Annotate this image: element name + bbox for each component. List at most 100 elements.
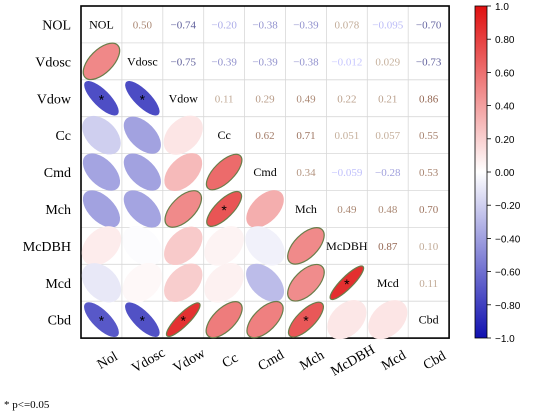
row-label: Cbd <box>48 314 71 329</box>
column-label: Cmd <box>256 348 287 375</box>
coefficient-label: −0.28 <box>375 167 401 179</box>
correlation-ellipse-Cbd-Cc <box>205 301 243 339</box>
correlation-ellipse-Vdow-NOL <box>84 80 119 116</box>
column-label: Vdow <box>171 346 209 377</box>
coefficient-label: −0.095 <box>372 19 403 31</box>
colorbar-tick-label: 0.40 <box>495 102 515 113</box>
coefficient-label: 0.62 <box>255 130 274 142</box>
diagonal-label: McDBH <box>326 239 368 253</box>
diagonal-label: Mcd <box>377 276 399 290</box>
coefficient-label: −0.74 <box>171 19 197 31</box>
coefficient-label: 0.21 <box>378 93 397 105</box>
colorbar-tick-label: 0.00 <box>495 168 515 179</box>
correlation-ellipse-McDBH-Mch <box>287 227 325 265</box>
coefficient-label: −0.39 <box>252 56 278 68</box>
colorbar-tick-label: 0.60 <box>495 68 515 79</box>
coefficient-label: −0.39 <box>293 19 319 31</box>
significance-star: * <box>303 313 309 329</box>
correlation-ellipse-Vdosc-NOL <box>82 42 121 81</box>
coefficient-label: 0.057 <box>375 130 400 142</box>
correlation-ellipse-Mcd-Mch <box>287 263 325 302</box>
correlation-ellipse-Cmd-NOL <box>82 153 121 191</box>
coefficient-label: 0.48 <box>378 204 398 216</box>
significance-star: * <box>99 313 105 329</box>
correlation-ellipse-Cbd-Vdow <box>165 302 201 338</box>
coefficient-label: 0.051 <box>334 130 359 142</box>
correlation-ellipse-McDBH-NOL <box>81 226 122 266</box>
correlation-ellipse-Mcd-Cc <box>204 262 244 303</box>
coefficient-label: 0.22 <box>337 93 356 105</box>
coefficient-label: −0.73 <box>416 56 442 68</box>
coefficient-label: 0.11 <box>215 93 234 105</box>
correlation-ellipse-Cc-Vdow <box>163 115 203 155</box>
significance-star: * <box>99 91 105 107</box>
column-label: Cbd <box>421 349 449 374</box>
coefficient-label: 0.49 <box>337 204 357 216</box>
coefficient-label: −0.059 <box>331 167 362 179</box>
correlation-ellipse-Cbd-Mcd <box>368 300 408 340</box>
coefficient-label: 0.078 <box>334 19 359 31</box>
correlation-ellipse-Mcd-McDBH <box>329 265 365 301</box>
text-layer: NOL 0.50 −0.74 −0.20 −0.38 −0.39 0.078 −0.095 −0… <box>89 17 442 328</box>
coefficient-label: 0.49 <box>296 93 316 105</box>
colorbar-gradient <box>474 5 488 339</box>
matrix-frame <box>80 5 450 339</box>
coefficient-label: 0.10 <box>419 241 439 253</box>
coefficient-label: −0.38 <box>293 56 319 68</box>
colorbar-tick-label: −0.20 <box>495 201 521 212</box>
column-label: Nol <box>95 349 121 373</box>
column-label: Mch <box>297 348 327 374</box>
coefficient-label: −0.012 <box>331 56 362 68</box>
correlation-ellipse-Mcd-Vdosc <box>122 262 163 303</box>
correlation-ellipse-Cbd-Vdosc <box>125 302 160 337</box>
correlation-ellipse-Cbd-Cmd <box>246 300 284 339</box>
significance-star: * <box>140 313 146 329</box>
diagonal-label: Cbd <box>419 313 439 327</box>
correlation-ellipse-Cbd-Mch <box>287 301 324 338</box>
correlation-ellipse-McDBH-Vdow <box>164 226 203 266</box>
significance-footnote: * p<=0.05 <box>4 399 50 411</box>
significance-star: * <box>344 276 350 292</box>
ellipse-layer <box>81 42 408 340</box>
coefficient-label: 0.87 <box>378 241 398 253</box>
correlation-ellipse-Cc-NOL <box>82 115 121 155</box>
row-label: Vdosc <box>35 55 71 70</box>
correlation-ellipse-Mcd-Cmd <box>246 263 285 302</box>
diagonal-label: Cc <box>217 128 230 142</box>
colorbar-tick-label: −0.60 <box>495 268 521 279</box>
column-label: Mcd <box>379 348 409 374</box>
row-label: Vdow <box>37 92 72 107</box>
correlation-ellipse-Cmd-Cc <box>205 153 243 191</box>
coefficient-label: 0.29 <box>255 93 275 105</box>
colorbar-tick-label: −0.40 <box>495 234 521 245</box>
coefficient-label: 0.029 <box>375 56 400 68</box>
coefficient-label: −0.38 <box>252 19 278 31</box>
diagonal-label: Cmd <box>253 165 276 179</box>
correlation-ellipse-Vdow-Vdosc <box>125 81 160 116</box>
correlation-ellipse-Cbd-NOL <box>84 302 119 338</box>
diagonal-label: Vdow <box>169 91 199 105</box>
correlation-ellipse-Mcd-NOL <box>81 263 122 303</box>
column-label: Vdosc <box>129 346 167 377</box>
coefficient-label: 0.86 <box>419 93 439 105</box>
coefficient-label: −0.20 <box>211 19 237 31</box>
correlation-ellipse-Mch-Vdosc <box>123 190 161 228</box>
colorbar-tick-label: 0.20 <box>495 135 515 146</box>
correlation-ellipse-Mcd-Vdow <box>164 263 203 302</box>
colorbar: 1.0 0.80 0.60 0.40 0.20 0.00 −0.20 −0.40 −0.60 −0… <box>474 2 521 345</box>
coefficient-label: 0.34 <box>296 167 316 179</box>
row-label: Mch <box>45 203 71 218</box>
coefficient-label: 0.71 <box>296 130 315 142</box>
coefficient-label: 0.11 <box>419 278 438 290</box>
correlation-ellipse-Cmd-Vdosc <box>123 153 161 191</box>
correlation-ellipse-McDBH-Cmd <box>245 226 285 266</box>
correlation-ellipse-Mch-Cc <box>206 190 243 227</box>
correlation-ellipse-Mch-Cmd <box>246 190 284 228</box>
correlation-ellipse-McDBH-Cc <box>204 226 244 266</box>
column-label: McDBH <box>328 343 377 380</box>
colorbar-tick-label: 1.0 <box>495 2 509 13</box>
diagonal-label: Mch <box>295 202 317 216</box>
coefficient-label: 0.55 <box>419 130 439 142</box>
row-label: NOL <box>42 18 71 33</box>
